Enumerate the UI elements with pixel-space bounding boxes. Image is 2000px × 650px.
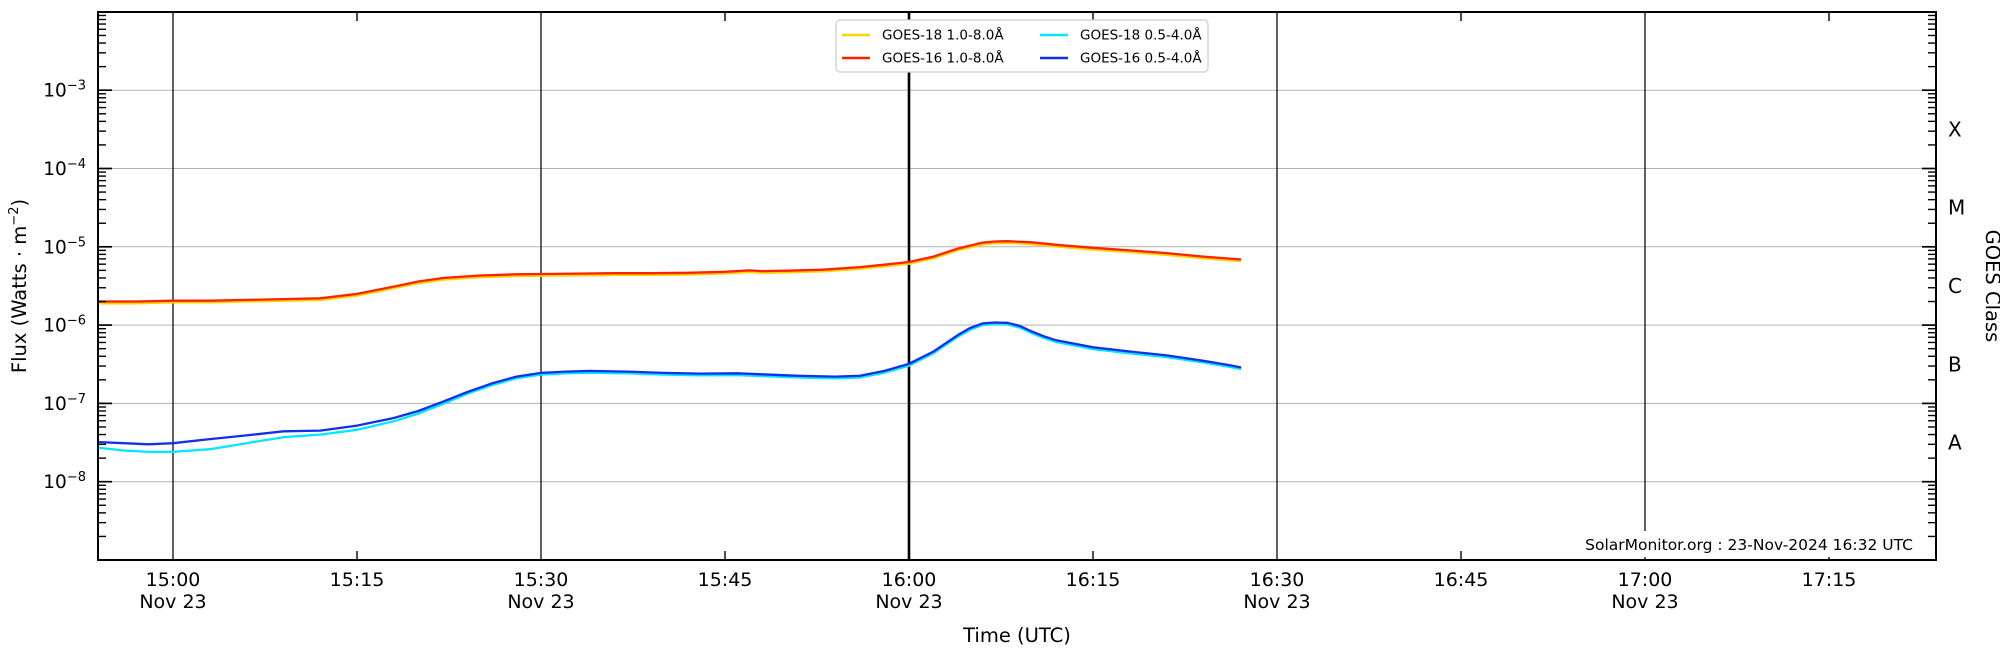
x-tick-label: 15:15: [330, 569, 385, 591]
y-axis-title: Flux (Watts · m−2): [7, 199, 31, 373]
x-tick-label: 16:15: [1066, 569, 1121, 591]
series-goes-16-0-5-4-0-: [98, 321, 1242, 446]
legend-label-4: GOES-16 0.5-4.0Å: [1080, 50, 1202, 67]
legend-label-2: GOES-16 1.0-8.0Å: [882, 50, 1004, 67]
x-tick-label: 17:00: [1618, 569, 1673, 591]
legend: GOES-18 1.0-8.0Å GOES-16 1.0-8.0Å GOES-18 …: [835, 19, 1209, 73]
y-axis-title-close: ): [8, 199, 31, 207]
right-axis-title: GOES Class: [1981, 230, 2000, 343]
legend-label-3: GOES-18 0.5-4.0Å: [1080, 27, 1202, 44]
goes-class-label-m: M: [1948, 196, 1965, 220]
x-tick-label: 16:30: [1250, 569, 1305, 591]
y-tick-label: 10−4: [43, 157, 86, 180]
attribution-text: SolarMonitor.org : 23-Nov-2024 16:32 UTC: [1585, 536, 1913, 554]
x-tick-label: 15:30: [514, 569, 569, 591]
x-tick-label: 17:15: [1802, 569, 1857, 591]
axis-titles: Time (UTC) Flux (Watts · m−2) GOES Class: [7, 199, 2000, 647]
y-tick-label: 10−7: [43, 392, 86, 415]
goes-class-label-b: B: [1948, 352, 1962, 376]
x-tick-date-label: Nov 23: [1611, 591, 1678, 613]
x-tick-date-label: Nov 23: [875, 591, 942, 613]
attribution-group: SolarMonitor.org : 23-Nov-2024 16:32 UTC: [1572, 531, 1920, 557]
legend-label-1: GOES-18 1.0-8.0Å: [882, 27, 1004, 44]
series-goes-16-1-0-8-0-: [98, 240, 1242, 303]
x-tick-label: 15:00: [146, 569, 201, 591]
y-tick-label: 10−3: [43, 79, 86, 102]
y-tick-label: 10−5: [43, 235, 86, 258]
goes-class-label-x: X: [1948, 117, 1962, 141]
series-layer: [98, 240, 1242, 454]
legend-box: [835, 19, 1209, 73]
x-tick-label: 15:45: [698, 569, 753, 591]
y-tick-label: 10−6: [43, 314, 86, 337]
attribution-background: [1572, 531, 1920, 557]
x-tick-label: 16:00: [882, 569, 937, 591]
series-goes-18-0-5-4-0-: [98, 322, 1242, 454]
y-axis-title-prefix: Flux (Watts · m: [8, 226, 31, 373]
x-axis-title: Time (UTC): [962, 624, 1071, 647]
series-goes-18-1-0-8-0-: [98, 241, 1242, 305]
x-tick-date-label: Nov 23: [139, 591, 206, 613]
goes-class-label-a: A: [1948, 431, 1962, 455]
x-tick-date-label: Nov 23: [507, 591, 574, 613]
x-tick-label: 16:45: [1434, 569, 1489, 591]
grid-layer: [98, 12, 1936, 560]
tick-layer: [98, 12, 1936, 560]
plot-frame: [97, 11, 1937, 561]
y-tick-label: 10−8: [43, 470, 86, 493]
y-axis-title-exponent: −2: [7, 207, 22, 226]
x-tick-date-label: Nov 23: [1243, 591, 1310, 613]
goes-class-label-c: C: [1948, 274, 1962, 298]
